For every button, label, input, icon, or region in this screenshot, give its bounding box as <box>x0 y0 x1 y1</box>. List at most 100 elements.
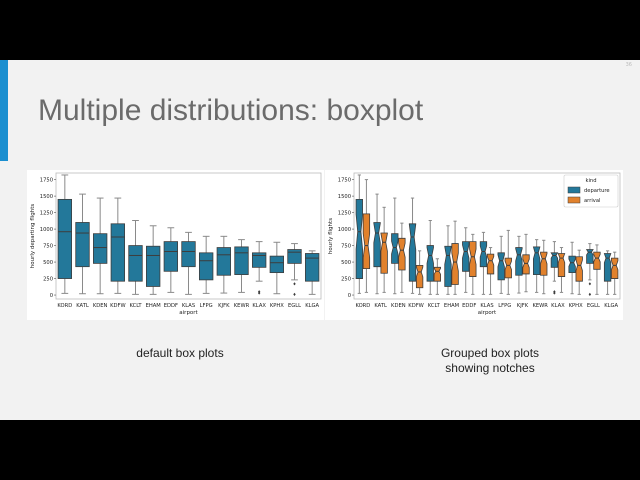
box-arrival <box>451 243 459 285</box>
box <box>304 253 320 282</box>
x-tick-label: KLGA <box>305 303 319 309</box>
x-tick-label: EGLL <box>288 303 301 309</box>
x-tick-label: KEWR <box>532 303 548 309</box>
y-tick-label: 1250 <box>40 211 53 217</box>
y-tick-label: 250 <box>341 277 351 283</box>
accent-bar <box>0 60 8 161</box>
box <box>93 233 108 264</box>
box-arrival <box>415 264 424 289</box>
x-tick-label: KATL <box>76 303 89 309</box>
x-tick-label: LFPG <box>200 303 213 309</box>
caption-grouped: Grouped box plots showing notches <box>390 346 590 376</box>
legend-title: kind <box>585 178 596 184</box>
x-axis-label: airport <box>179 310 198 316</box>
box <box>146 245 161 287</box>
legend-label-departure: departure <box>584 188 610 194</box>
box <box>234 246 249 275</box>
x-tick-label: LFPG <box>498 303 511 309</box>
y-tick-label: 1000 <box>40 227 53 233</box>
x-axis-label: airport <box>478 310 497 316</box>
box-departure <box>462 241 470 272</box>
x-tick-label: KCLT <box>129 303 142 309</box>
y-tick-label: 0 <box>50 293 53 299</box>
box-departure <box>550 252 559 268</box>
box-arrival <box>380 232 388 274</box>
x-tick-label: EDDF <box>462 303 476 309</box>
box-departure <box>408 223 417 282</box>
box-departure <box>426 245 434 282</box>
box <box>110 223 125 282</box>
y-tick-label: 0 <box>348 293 351 299</box>
x-tick-label: KEWR <box>234 303 250 309</box>
box-arrival <box>522 254 530 275</box>
box-departure <box>497 252 505 281</box>
y-axis-label: hourly flights <box>328 218 334 254</box>
x-tick-label: KORD <box>355 303 370 309</box>
outlier-point <box>257 290 261 294</box>
box-arrival <box>398 237 406 271</box>
x-tick-label: KLAX <box>551 303 565 309</box>
x-tick-label: KDFW <box>110 303 126 309</box>
box <box>57 198 72 279</box>
box <box>128 245 143 282</box>
box-arrival <box>611 257 619 279</box>
box <box>163 241 178 272</box>
y-tick-label: 750 <box>43 244 53 250</box>
x-tick-label: KORD <box>57 303 72 309</box>
box-departure <box>355 198 363 279</box>
y-tick-label: 1750 <box>40 178 53 184</box>
box <box>251 252 267 268</box>
x-tick-label: EDDF <box>164 303 178 309</box>
box-departure <box>444 245 452 287</box>
caption-default-text: default box plots <box>136 346 224 360</box>
box <box>75 222 90 268</box>
slide: 36 Multiple distributions: boxplot 0 250 5… <box>0 60 640 420</box>
box-departure <box>568 255 576 274</box>
default-boxplot-chart: 0 250 500 750 1000 1250 1500 1750 KORD KATL KDEN KD… <box>27 170 324 320</box>
legend-swatch-departure <box>567 186 581 194</box>
y-tick-label: 1000 <box>338 227 351 233</box>
y-tick-label: 1750 <box>338 178 351 184</box>
box <box>216 247 231 276</box>
x-tick-label: KLAX <box>252 303 266 309</box>
x-tick-label: KCLT <box>428 303 441 309</box>
box-arrival <box>593 251 601 270</box>
x-tick-label: KATL <box>374 303 387 309</box>
box-arrival <box>557 253 566 277</box>
y-tick-label: 1500 <box>338 194 351 200</box>
slide-number: 36 <box>625 62 632 68</box>
box-arrival <box>486 253 495 275</box>
legend-label-arrival: arrival <box>584 198 600 204</box>
caption-grouped-line1: Grouped box plots <box>440 346 540 360</box>
box-arrival <box>362 213 371 270</box>
x-tick-label: EHAM <box>444 303 459 309</box>
box-departure <box>585 249 594 264</box>
box-departure <box>373 222 381 268</box>
box-arrival <box>540 251 548 276</box>
x-tick-label: KLAS <box>182 303 195 309</box>
box-departure <box>479 241 488 268</box>
notched-boxplot-chart: 0 250 500 750 1000 1250 1500 1750 KORD KATL KDEN KD… <box>325 170 623 320</box>
y-axis-label: hourly departing flights <box>30 204 36 269</box>
y-tick-label: 750 <box>341 244 351 250</box>
x-tick-label: EHAM <box>146 303 161 309</box>
y-tick-label: 250 <box>43 277 53 283</box>
x-tick-label: KJFK <box>218 303 230 309</box>
y-tick-label: 1500 <box>40 194 53 200</box>
box <box>269 255 284 274</box>
x-tick-label: EGLL <box>587 303 600 309</box>
x-tick-label: KLAS <box>480 303 493 309</box>
notched-boxplot-svg: 0 250 500 750 1000 1250 1500 1750 KORD KATL KDEN KD… <box>328 172 621 316</box>
y-tick-label: 500 <box>43 260 53 266</box>
box-departure <box>532 246 541 275</box>
x-tick-label: KDFW <box>408 303 424 309</box>
box <box>287 249 302 264</box>
box-arrival <box>504 257 512 279</box>
box <box>198 252 214 281</box>
y-tick-label: 1250 <box>338 211 351 217</box>
box-departure <box>391 233 399 264</box>
legend-swatch-arrival <box>567 196 581 204</box>
outlier-point <box>293 292 296 296</box>
box-arrival <box>433 266 441 282</box>
x-tick-label: KPHX <box>270 303 284 309</box>
